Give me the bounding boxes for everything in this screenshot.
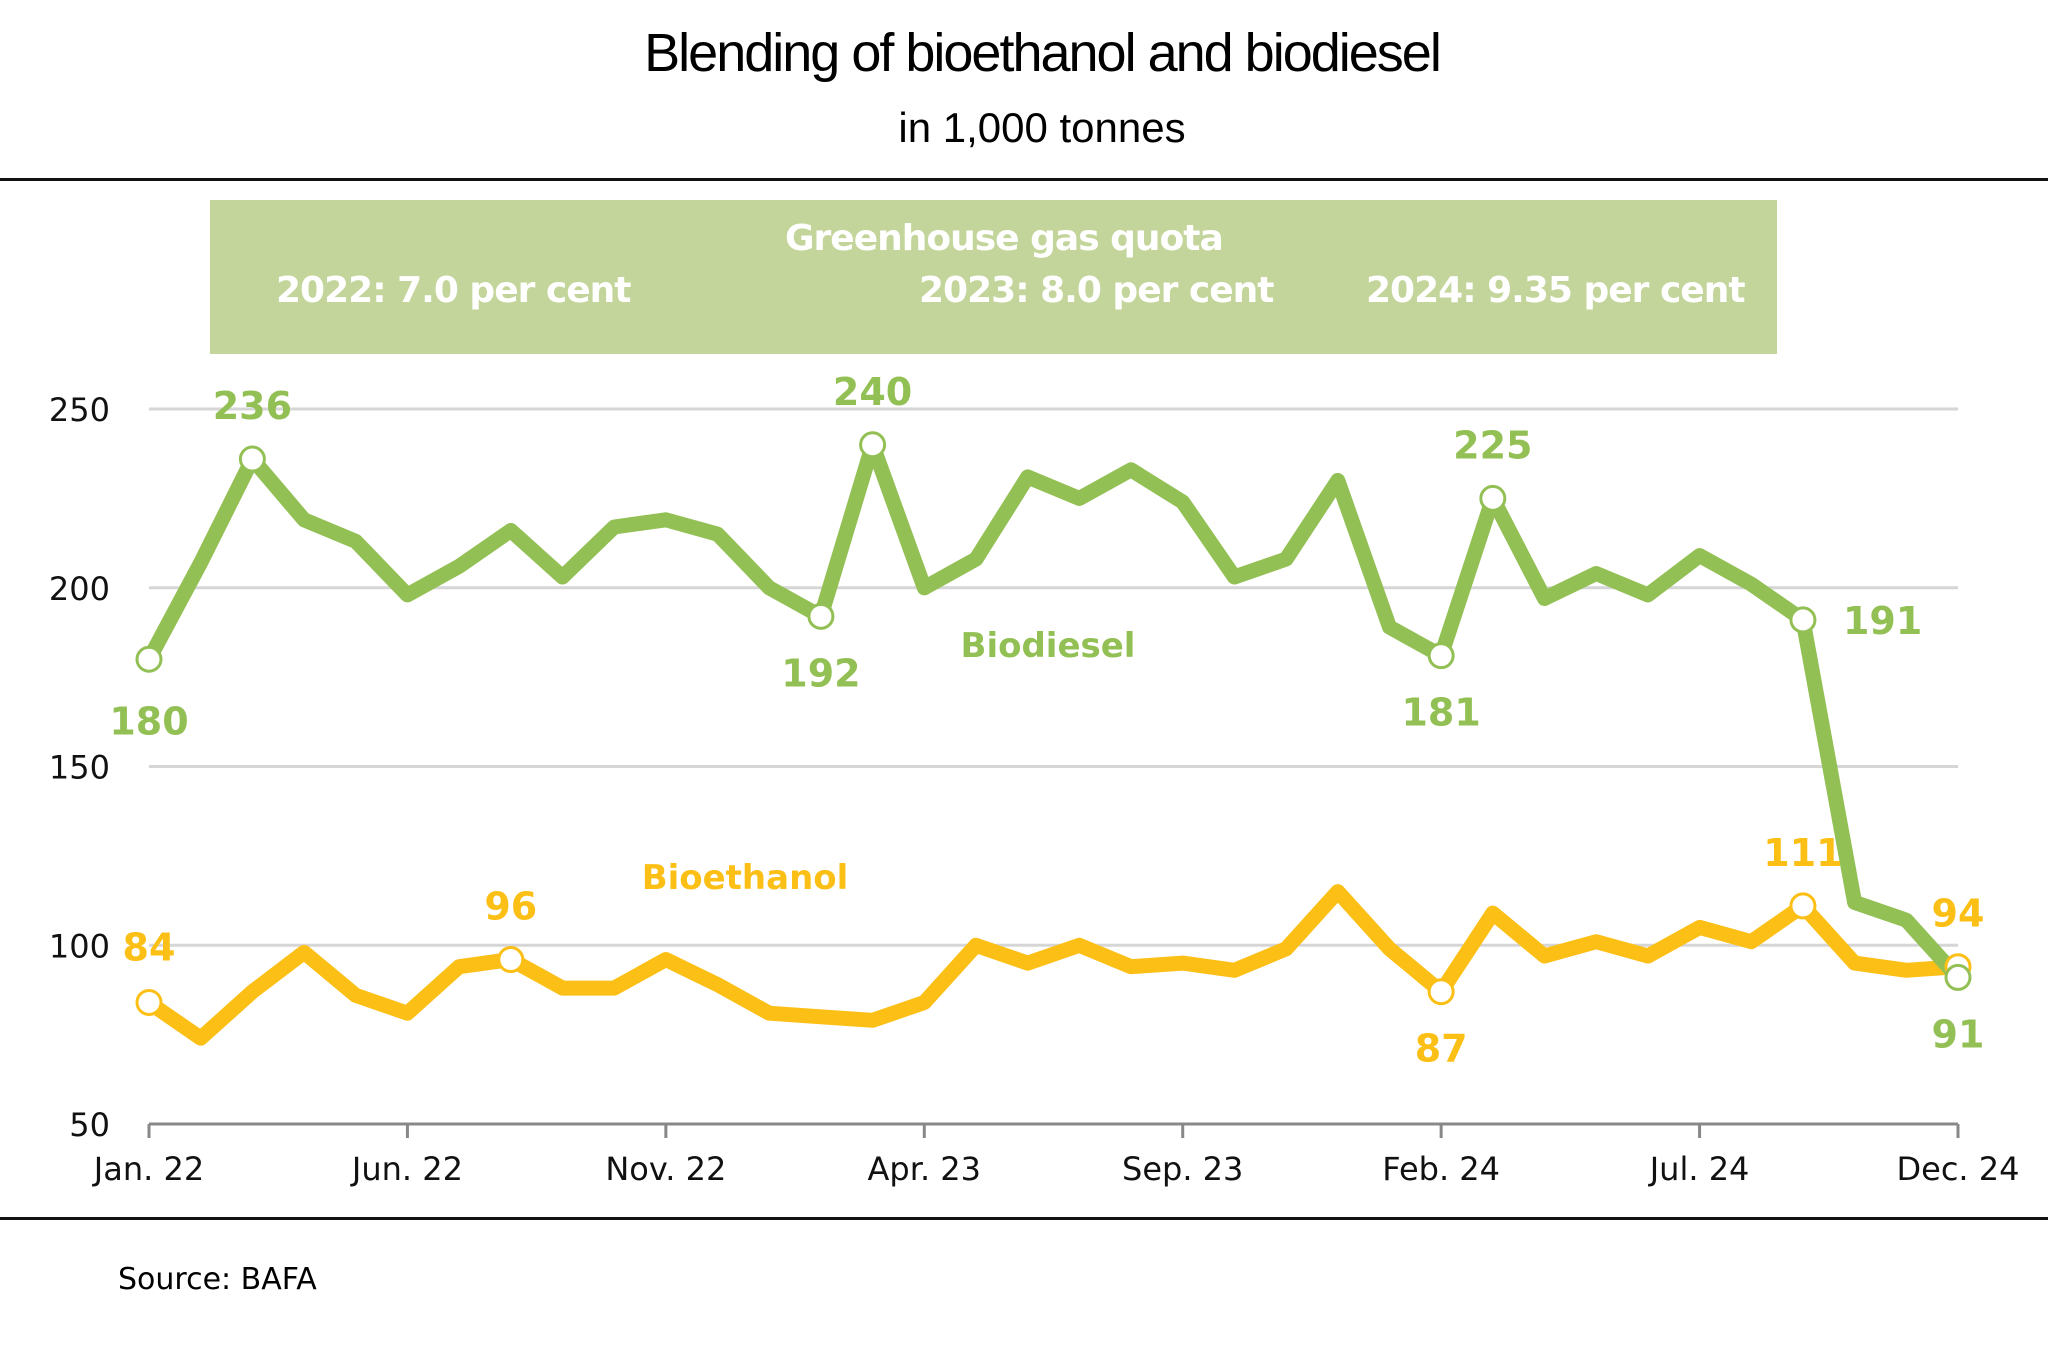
marker-biodiesel <box>135 645 163 673</box>
data-labels: 84 96 87 111 94 180 236 192 240 181 225 191 91 <box>109 370 1984 1071</box>
data-label-bioethanol: 87 <box>1415 1027 1468 1071</box>
marker-bioethanol <box>1789 892 1817 920</box>
x-tick-label: Jun. 22 <box>350 1150 463 1188</box>
data-label-biodiesel: 192 <box>781 651 860 695</box>
chart-subtitle: in 1,000 tonnes <box>898 104 1186 151</box>
quota-2022: 2022: 7.0 per cent <box>276 270 631 311</box>
bottom-rule <box>0 1217 2048 1220</box>
data-label-biodiesel: 236 <box>213 384 292 428</box>
series-line-biodiesel <box>141 437 1966 985</box>
ghg-quota-banner: Greenhouse gas quota 2022: 7.0 per cent … <box>210 200 1777 354</box>
marker-biodiesel <box>1944 963 1972 991</box>
series-label-biodiesel: Biodiesel <box>961 626 1136 666</box>
y-tick-label: 50 <box>69 1106 110 1144</box>
marker-biodiesel <box>238 445 266 473</box>
data-label-biodiesel: 180 <box>109 699 188 743</box>
x-axis: Jan. 22 Jun. 22 Nov. 22 Apr. 23 Sep. 23 Feb. … <box>92 1122 2020 1188</box>
quota-2023: 2023: 8.0 per cent <box>919 270 1274 311</box>
source-note: Source: BAFA <box>118 1262 317 1297</box>
x-tick-label: Sep. 23 <box>1122 1150 1243 1188</box>
marker-biodiesel <box>1789 606 1817 634</box>
y-tick-label: 100 <box>49 927 110 965</box>
data-label-bioethanol: 111 <box>1763 831 1842 875</box>
marker-biodiesel <box>1479 484 1507 512</box>
series-lines <box>141 437 1966 1046</box>
y-tick-label: 250 <box>49 391 110 429</box>
marker-bioethanol <box>497 946 525 974</box>
data-label-bioethanol: 84 <box>123 925 176 969</box>
marker-biodiesel <box>1427 642 1455 670</box>
data-label-bioethanol: 96 <box>484 885 537 929</box>
y-tick-label: 150 <box>49 749 110 787</box>
x-tick-label: Jan. 22 <box>92 1150 204 1188</box>
x-tick-label: Feb. 24 <box>1382 1150 1500 1188</box>
series-markers <box>135 431 1972 1016</box>
marker-bioethanol <box>135 988 163 1016</box>
marker-biodiesel <box>859 431 887 459</box>
quota-2024: 2024: 9.35 per cent <box>1366 270 1746 311</box>
series-line-bioethanol <box>141 884 1966 1046</box>
y-tick-label: 200 <box>49 570 110 608</box>
x-tick-label: Apr. 23 <box>868 1150 981 1188</box>
chart-title: Blending of bioethanol and biodiesel <box>644 23 1442 83</box>
marker-bioethanol <box>1427 978 1455 1006</box>
data-label-biodiesel: 181 <box>1401 691 1480 735</box>
data-label-biodiesel: 91 <box>1932 1012 1985 1056</box>
x-tick-label: Jul. 24 <box>1648 1150 1750 1188</box>
data-label-biodiesel: 191 <box>1843 599 1922 643</box>
data-label-biodiesel: 225 <box>1453 423 1532 467</box>
data-label-biodiesel: 240 <box>833 370 912 414</box>
y-axis: 50 100 150 200 250 <box>49 391 110 1144</box>
top-rule <box>0 178 2048 181</box>
banner-heading: Greenhouse gas quota <box>785 218 1224 259</box>
x-tick-label: Nov. 22 <box>605 1150 726 1188</box>
series-label-bioethanol: Bioethanol <box>642 858 849 898</box>
data-label-bioethanol: 94 <box>1932 892 1985 936</box>
x-tick-label: Dec. 24 <box>1897 1150 2020 1188</box>
marker-biodiesel <box>807 602 835 630</box>
